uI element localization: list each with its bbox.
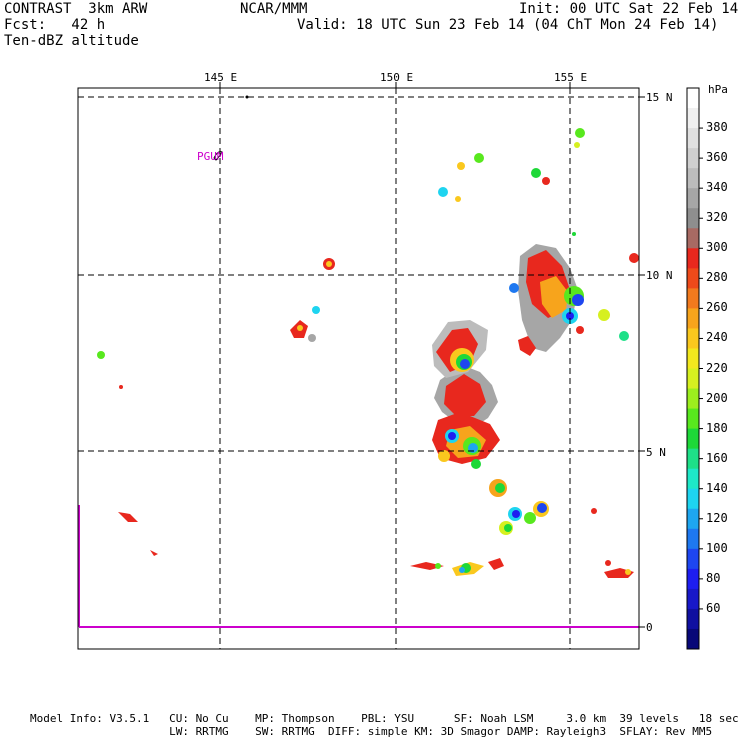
station-marker [213, 95, 249, 161]
colorbar-tick-label: 260 [706, 300, 728, 315]
colorbar-swatch [687, 448, 699, 470]
colorbar-swatch [687, 508, 699, 530]
colorbar-swatch [687, 248, 699, 269]
colorbar-swatch [687, 548, 699, 570]
colorbar-swatch [687, 168, 699, 189]
init-time: Init: 00 UTC Sat 22 Feb 14 [519, 1, 739, 17]
colorbar-swatch [687, 188, 699, 209]
colorbar-tick-label: 220 [706, 360, 728, 375]
colorbar-tick-label: 320 [706, 210, 728, 225]
colorbar-swatch [687, 468, 699, 490]
lat-label-eq: 0 [646, 621, 653, 634]
colorbar-swatch [687, 428, 699, 450]
lat-ticks [639, 96, 645, 628]
station-label: PGUM [197, 150, 224, 163]
colorbar-tick-label: 300 [706, 240, 728, 255]
colorbar-tick-label: 160 [706, 450, 728, 465]
colorbar-swatch [687, 368, 699, 390]
colorbar-swatch [687, 348, 699, 369]
colorbar-tick-label: 140 [706, 480, 728, 495]
colorbar-swatch [687, 268, 699, 289]
colorbar-swatch [687, 88, 699, 109]
forecast-hour: Fcst: 42 h [4, 17, 106, 33]
colorbar [686, 87, 703, 650]
lon-label-155: 155 E [554, 71, 588, 84]
colorbar-unit: hPa [708, 83, 728, 96]
colorbar-swatch [687, 388, 699, 410]
model-info-line2: LW: RRTMG SW: RRTMG DIFF: simple KM: 3D … [30, 725, 713, 738]
colorbar-swatch [687, 528, 699, 550]
grid-lines [78, 88, 639, 649]
colorbar-swatch [687, 108, 699, 129]
colorbar-swatch [687, 588, 699, 610]
model-title: CONTRAST 3km ARW [4, 1, 148, 17]
lat-label-15n: 15 N [646, 91, 673, 104]
colorbar-tick-label: 360 [706, 150, 728, 165]
colorbar-swatch [687, 228, 699, 249]
valid-time: Valid: 18 UTC Sun 23 Feb 14 (04 ChT Mon … [297, 17, 719, 33]
colorbar-swatch [687, 128, 699, 149]
colorbar-swatch [687, 568, 699, 590]
reflectivity-cells [97, 128, 639, 578]
colorbar-swatch [687, 628, 699, 650]
colorbar-tick-label: 240 [706, 330, 728, 345]
colorbar-swatch [687, 148, 699, 169]
colorbar-swatch [687, 288, 699, 309]
colorbar-swatch [687, 608, 699, 630]
colorbar-tick-label: 200 [706, 390, 728, 405]
center-name: NCAR/MMM [240, 1, 308, 17]
colorbar-swatch [687, 208, 699, 229]
colorbar-swatch [687, 488, 699, 510]
colorbar-tick-label: 80 [706, 570, 721, 585]
map-frame [77, 87, 640, 650]
colorbar-swatch [687, 408, 699, 430]
colorbar-tick-label: 380 [706, 120, 728, 135]
lat-label-5n: 5 N [646, 446, 666, 459]
colorbar-tick-label: 120 [706, 510, 728, 525]
model-info-line1: Model Info: V3.5.1 CU: No Cu MP: Thompso… [30, 712, 739, 725]
colorbar-tick-label: 60 [706, 600, 721, 615]
colorbar-tick-label: 340 [706, 180, 728, 195]
colorbar-swatch [687, 328, 699, 349]
lon-label-150: 150 E [380, 71, 414, 84]
domain-boundary [78, 505, 639, 628]
lat-label-10n: 10 N [646, 269, 673, 282]
lon-ticks [219, 82, 571, 88]
colorbar-swatch [687, 308, 699, 329]
field-name: Ten-dBZ altitude [4, 33, 139, 49]
colorbar-tick-label: 100 [706, 540, 728, 555]
colorbar-tick-label: 280 [706, 270, 728, 285]
lon-label-145: 145 E [204, 71, 238, 84]
colorbar-tick-label: 180 [706, 420, 728, 435]
